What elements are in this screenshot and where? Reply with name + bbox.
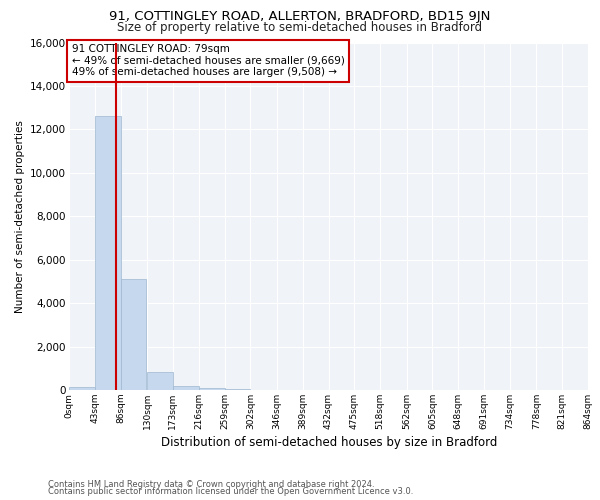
Bar	[199, 388, 224, 390]
Bar	[173, 386, 199, 390]
Bar	[224, 388, 250, 390]
Bar	[121, 279, 146, 390]
Y-axis label: Number of semi-detached properties: Number of semi-detached properties	[14, 120, 25, 312]
Bar	[147, 372, 173, 390]
Text: Contains public sector information licensed under the Open Government Licence v3: Contains public sector information licen…	[48, 487, 413, 496]
Text: 91, COTTINGLEY ROAD, ALLERTON, BRADFORD, BD15 9JN: 91, COTTINGLEY ROAD, ALLERTON, BRADFORD,…	[109, 10, 491, 23]
Bar	[69, 386, 95, 390]
Text: 91 COTTINGLEY ROAD: 79sqm
← 49% of semi-detached houses are smaller (9,669)
49% : 91 COTTINGLEY ROAD: 79sqm ← 49% of semi-…	[71, 44, 344, 78]
Bar	[95, 116, 121, 390]
Text: Distribution of semi-detached houses by size in Bradford: Distribution of semi-detached houses by …	[161, 436, 497, 449]
Text: Contains HM Land Registry data © Crown copyright and database right 2024.: Contains HM Land Registry data © Crown c…	[48, 480, 374, 489]
Text: Size of property relative to semi-detached houses in Bradford: Size of property relative to semi-detach…	[118, 21, 482, 34]
